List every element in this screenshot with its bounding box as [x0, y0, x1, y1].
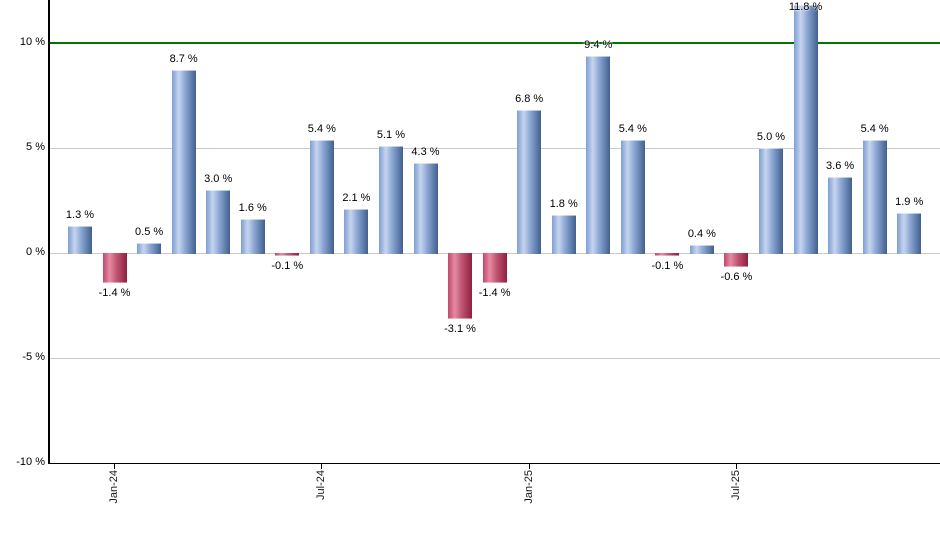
- bar-24: [897, 213, 922, 254]
- y-axis-tick-label: -10 %: [16, 456, 45, 468]
- y-axis-line: [48, 0, 50, 464]
- bar-0: [68, 225, 92, 254]
- bar-1: [102, 253, 127, 284]
- bar-11: [448, 253, 473, 320]
- bar-value-label-24: 1.9 %: [895, 196, 924, 209]
- x-axis-line: [49, 462, 940, 464]
- gridline: [49, 148, 940, 149]
- bar-value-label-12: -1.4 %: [478, 287, 511, 300]
- y-axis-tick-label: 0 %: [26, 246, 45, 258]
- y-axis-tick-label: 5 %: [26, 141, 45, 153]
- x-axis-tick-mark: [528, 463, 530, 469]
- bar-value-label-9: 5.1 %: [376, 128, 405, 141]
- bar-value-label-23: 5.4 %: [860, 122, 889, 135]
- bar-value-label-1: -1.4 %: [98, 287, 131, 300]
- y-axis-tick-label: 10 %: [19, 36, 45, 48]
- bar-value-label-11: -3.1 %: [444, 323, 476, 336]
- bar-value-label-21: 11.8 %: [788, 1, 823, 13]
- bar-value-label-0: 1.3 %: [65, 208, 95, 221]
- x-axis-tick-label: Jan-25: [522, 470, 535, 504]
- bar-2: [137, 242, 162, 254]
- bar-21: [793, 5, 818, 254]
- bar-value-label-5: 1.6 %: [238, 202, 267, 215]
- bar-value-label-15: 9.4 %: [584, 38, 613, 51]
- bar-value-label-8: 2.1 %: [342, 191, 371, 204]
- bar-5: [240, 219, 265, 254]
- x-axis-tick-mark: [114, 463, 116, 469]
- bar-value-label-22: 3.6 %: [826, 160, 855, 173]
- bar-value-label-6: -0.1 %: [271, 260, 304, 273]
- bar-value-label-4: 3.0 %: [204, 173, 233, 185]
- bar-value-label-19: -0.6 %: [720, 270, 753, 283]
- bar-18: [689, 244, 714, 254]
- bar-value-label-20: 5.0 %: [756, 131, 786, 143]
- bar-value-label-10: 4.3 %: [411, 145, 440, 158]
- x-axis-tick-label: Jul-25: [729, 470, 742, 500]
- x-axis-tick-label: Jan-24: [108, 470, 121, 504]
- bar-12: [482, 253, 507, 284]
- gridline: [49, 358, 940, 359]
- bar-20: [759, 148, 783, 254]
- bar-3: [171, 70, 196, 254]
- y-axis-tick-label: -5 %: [22, 351, 45, 363]
- bar-value-label-2: 0.5 %: [135, 225, 164, 238]
- bar-22: [828, 177, 853, 254]
- bar-16: [620, 139, 645, 254]
- bar-15: [586, 55, 611, 254]
- bar-4: [206, 190, 231, 254]
- bar-23: [862, 139, 887, 254]
- x-axis-tick-mark: [735, 463, 737, 469]
- reference-line-10pct: [49, 42, 940, 44]
- bar-value-label-14: 1.8 %: [549, 198, 578, 211]
- bar-8: [344, 208, 369, 254]
- bar-14: [551, 215, 576, 254]
- bar-value-label-3: 8.7 %: [169, 53, 198, 66]
- bar-value-label-7: 5.4 %: [307, 122, 336, 135]
- bar-value-label-13: 6.8 %: [515, 93, 544, 106]
- bar-17: [655, 253, 680, 257]
- bar-13: [517, 110, 542, 254]
- x-axis-tick-mark: [321, 463, 323, 469]
- bar-value-label-18: 0.4 %: [687, 227, 716, 240]
- bar-10: [413, 162, 438, 254]
- bar-6: [275, 253, 300, 257]
- bar-7: [309, 139, 334, 254]
- bar-value-label-16: 5.4 %: [618, 122, 647, 135]
- x-axis-tick-label: Jul-24: [315, 470, 328, 500]
- bar-19: [724, 253, 749, 267]
- bar-9: [378, 145, 403, 254]
- bar-value-label-17: -0.1 %: [651, 260, 684, 273]
